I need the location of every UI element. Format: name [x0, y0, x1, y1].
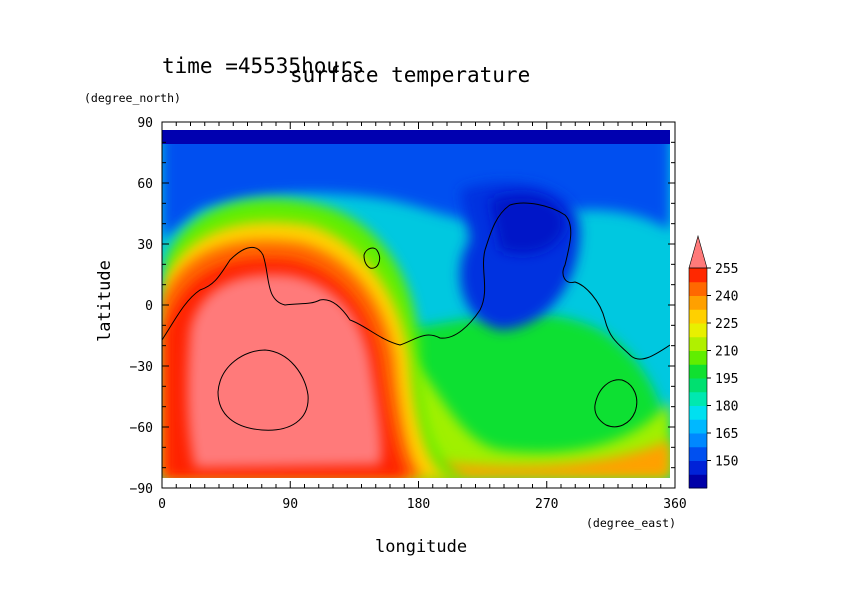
colorbar-label: 150 — [715, 455, 738, 470]
time-label: time =45535hours — [162, 54, 364, 78]
y-tick-label: 0 — [145, 299, 153, 314]
contour-island — [363, 247, 381, 269]
contour-hot-basin — [217, 349, 309, 431]
y-tick-label: −30 — [130, 360, 153, 375]
x-tick-label: 360 — [663, 497, 686, 512]
colorbar-segment — [689, 336, 707, 351]
colorbar-label: 195 — [715, 372, 738, 387]
chart-title: surface temperature — [290, 63, 530, 87]
contour-lines — [162, 202, 670, 431]
y-unit-label: (degree_north) — [84, 91, 181, 105]
field-polar-band — [162, 130, 670, 144]
y-axis-label: latitude — [95, 260, 115, 342]
colorbar-segment — [689, 474, 707, 489]
colorbar-segment — [689, 460, 707, 475]
x-tick-label: 270 — [535, 497, 558, 512]
y-tick-label: 30 — [137, 238, 153, 253]
axis-ticks — [161, 121, 676, 489]
y-tick-label: 60 — [137, 177, 153, 192]
colorbar-label: 240 — [715, 290, 738, 305]
temperature-field — [162, 130, 670, 478]
colorbar-segment — [689, 419, 707, 434]
colorbar-segment — [689, 405, 707, 420]
x-tick-label: 0 — [158, 497, 166, 512]
colorbar: 150 165 180 195 210 225 240 255 — [688, 234, 738, 489]
colorbar-label: 255 — [715, 262, 738, 277]
colorbar-label: 225 — [715, 317, 738, 332]
colorbar-segment — [689, 446, 707, 461]
colorbar-segment — [689, 364, 707, 379]
colorbar-segment — [689, 391, 707, 406]
field-orange-edge — [420, 440, 670, 478]
x-unit-label: (degree_east) — [586, 516, 676, 530]
x-axis-label: longitude — [375, 537, 467, 557]
y-tick-label: 90 — [137, 116, 153, 131]
colorbar-segment — [689, 309, 707, 324]
colorbar-extension — [688, 234, 708, 269]
colorbar-label: 180 — [715, 400, 738, 415]
contour-southeast-basin — [594, 379, 638, 428]
colorbar-segment — [689, 378, 707, 393]
field-yellowgreen-region — [395, 350, 670, 478]
colorbar-segment — [689, 295, 707, 310]
colorbar-label: 210 — [715, 345, 738, 360]
tick-labels: 0 90 180 270 360 90 60 30 0 −30 −60 −90 — [130, 116, 687, 512]
x-tick-label: 180 — [407, 497, 430, 512]
colorbar-label: 165 — [715, 427, 738, 442]
contour-main-coast — [162, 202, 670, 360]
y-tick-label: −90 — [130, 482, 153, 497]
x-tick-label: 90 — [282, 497, 298, 512]
colorbar-segment — [689, 268, 707, 283]
colorbar-segment — [689, 350, 707, 365]
y-tick-label: −60 — [130, 421, 153, 436]
field-cold-core — [490, 194, 565, 254]
colorbar-segment — [689, 433, 707, 448]
field-hot-core — [187, 274, 382, 468]
colorbar-segment — [689, 281, 707, 296]
colorbar-segment — [689, 323, 707, 338]
